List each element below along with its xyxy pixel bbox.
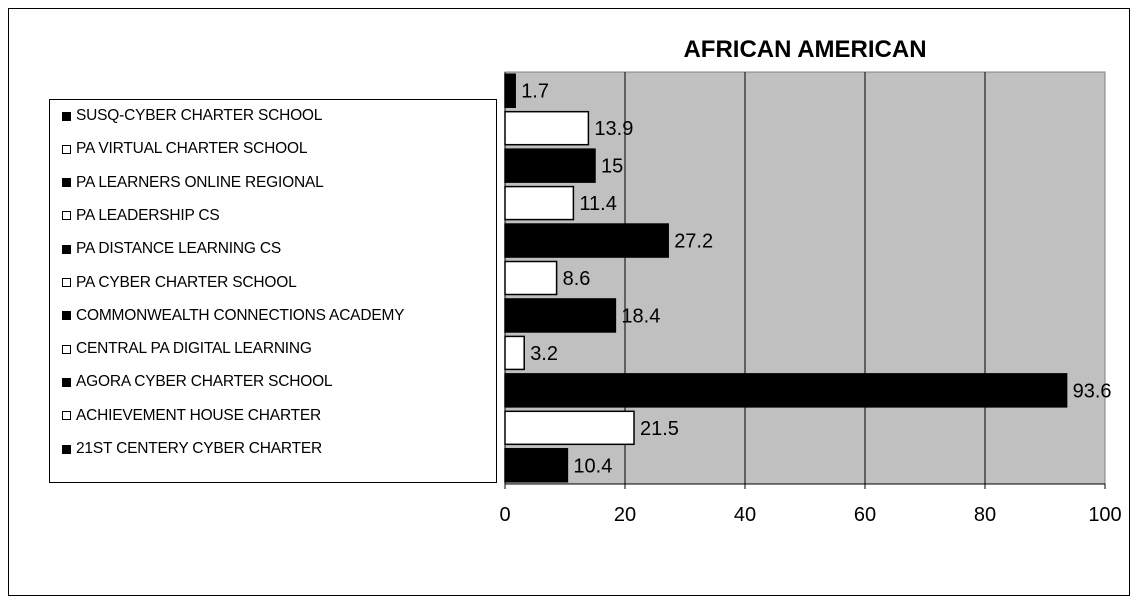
legend-swatch xyxy=(62,411,71,421)
bar xyxy=(504,260,558,296)
legend-swatch xyxy=(62,311,71,321)
legend-label: ACHIEVEMENT HOUSE CHARTER xyxy=(76,406,322,424)
legend-swatch xyxy=(62,144,71,154)
data-label: 1.7 xyxy=(521,81,549,103)
bar xyxy=(504,223,669,258)
legend-swatch xyxy=(62,344,71,354)
legend-label: PA DISTANCE LEARNING CS xyxy=(76,240,281,258)
legend-swatch xyxy=(62,244,71,254)
data-label: 13.9 xyxy=(594,118,633,140)
data-label: 93.6 xyxy=(1073,380,1112,402)
bar xyxy=(504,448,569,483)
legend-item: PA LEARNERS ONLINE REGIONAL xyxy=(62,173,324,193)
legend-item: PA DISTANCE LEARNING CS xyxy=(62,239,281,259)
bar xyxy=(504,148,596,183)
legend-label: PA VIRTUAL CHARTER SCHOOL xyxy=(76,140,308,158)
data-label: 27.2 xyxy=(674,231,713,253)
data-label: 3.2 xyxy=(530,343,558,365)
legend-label: SUSQ-CYBER CHARTER SCHOOL xyxy=(76,107,323,124)
x-tick-label: 20 xyxy=(614,504,636,526)
legend-swatch xyxy=(62,211,71,221)
legend-swatch xyxy=(62,444,71,454)
legend-swatch xyxy=(62,111,71,121)
data-label: 10.4 xyxy=(573,455,612,477)
legend-label: PA LEADERSHIP CS xyxy=(76,206,220,224)
x-tick-label: 40 xyxy=(734,504,756,526)
chart-frame xyxy=(8,8,1130,596)
legend-item: SUSQ-CYBER CHARTER SCHOOL xyxy=(62,106,322,126)
x-tick-label: 0 xyxy=(499,504,510,526)
legend-item: PA CYBER CHARTER SCHOOL xyxy=(62,273,297,293)
bar xyxy=(504,110,590,146)
bar xyxy=(504,185,575,221)
legend-label: PA LEARNERS ONLINE REGIONAL xyxy=(76,173,324,191)
x-tick-label: 60 xyxy=(854,504,876,526)
legend-item: COMMONWEALTH CONNECTIONS ACADEMY xyxy=(62,306,405,326)
bar xyxy=(504,373,1068,408)
bar xyxy=(504,298,617,333)
legend-label: CENTRAL PA DIGITAL LEARNING xyxy=(76,340,312,358)
data-label: 11.4 xyxy=(579,193,616,215)
x-tick-label: 80 xyxy=(974,504,996,526)
data-label: 15 xyxy=(601,156,623,178)
bar xyxy=(504,73,516,108)
legend-swatch xyxy=(62,278,71,287)
data-label: 8.6 xyxy=(563,268,591,290)
legend-item: PA LEADERSHIP CS xyxy=(62,206,220,226)
data-label: 21.5 xyxy=(640,418,679,440)
chart-legend: SUSQ-CYBER CHARTER SCHOOL PA VIRTUAL CHAR… xyxy=(49,99,497,483)
legend-item: ACHIEVEMENT HOUSE CHARTER xyxy=(62,406,321,426)
bar xyxy=(504,335,525,371)
legend-label: AGORA CYBER CHARTER SCHOOL xyxy=(76,373,333,391)
data-label: 18.4 xyxy=(621,305,660,327)
x-tick-label: 100 xyxy=(1088,504,1121,526)
legend-label: 21ST CENTERY CYBER CHARTER xyxy=(76,440,323,457)
legend-item: AGORA CYBER CHARTER SCHOOL xyxy=(62,372,333,392)
legend-swatch xyxy=(62,178,71,188)
bar xyxy=(504,410,635,446)
legend-swatch xyxy=(62,377,71,387)
legend-item: 21ST CENTERY CYBER CHARTER xyxy=(62,439,322,459)
legend-item: CENTRAL PA DIGITAL LEARNING xyxy=(62,339,312,359)
chart-title: AFRICAN AMERICAN xyxy=(683,36,927,63)
legend-item: PA VIRTUAL CHARTER SCHOOL xyxy=(62,139,307,159)
legend-label: PA CYBER CHARTER SCHOOL xyxy=(76,273,297,291)
legend-label: COMMONWEALTH CONNECTIONS ACADEMY xyxy=(76,306,405,324)
